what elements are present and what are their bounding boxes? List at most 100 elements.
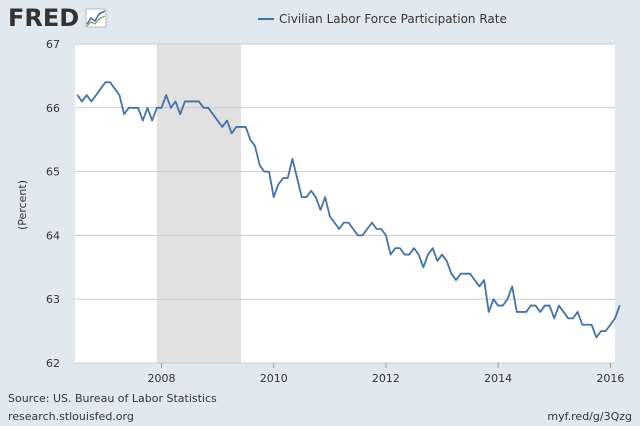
data-point[interactable]	[446, 260, 448, 262]
data-point[interactable]	[464, 273, 467, 275]
data-point[interactable]	[548, 304, 551, 307]
data-point[interactable]	[277, 183, 279, 185]
data-point[interactable]	[81, 100, 83, 103]
data-point[interactable]	[492, 298, 495, 300]
data-point[interactable]	[352, 228, 354, 230]
data-point[interactable]	[338, 228, 340, 230]
data-point[interactable]	[394, 247, 396, 249]
data-point[interactable]	[502, 304, 504, 307]
data-point[interactable]	[202, 107, 205, 109]
data-point[interactable]	[530, 304, 532, 307]
data-point[interactable]	[95, 94, 97, 96]
data-point[interactable]	[361, 234, 364, 236]
data-point[interactable]	[567, 317, 569, 319]
data-point[interactable]	[123, 113, 125, 115]
data-point[interactable]	[165, 94, 167, 96]
data-point[interactable]	[432, 247, 434, 249]
data-point[interactable]	[207, 107, 209, 109]
data-point[interactable]	[614, 317, 616, 319]
site-link[interactable]: research.stlouisfed.org	[8, 410, 134, 423]
data-point[interactable]	[287, 177, 289, 179]
data-point[interactable]	[413, 247, 415, 249]
data-point[interactable]	[259, 164, 261, 166]
data-point[interactable]	[104, 81, 107, 83]
data-point[interactable]	[595, 336, 597, 339]
data-point[interactable]	[118, 94, 121, 96]
legend[interactable]: Civilian Labor Force Participation Rate	[258, 12, 507, 26]
data-point[interactable]	[497, 304, 499, 307]
data-point[interactable]	[100, 88, 102, 90]
data-point[interactable]	[483, 279, 485, 281]
data-point[interactable]	[390, 253, 392, 256]
data-point[interactable]	[86, 94, 88, 96]
data-point[interactable]	[506, 298, 509, 300]
short-url-link[interactable]: myf.red/g/3Qzg	[547, 410, 632, 423]
data-point[interactable]	[586, 324, 588, 326]
data-point[interactable]	[436, 260, 438, 262]
data-point[interactable]	[291, 158, 294, 160]
data-point[interactable]	[333, 222, 336, 224]
data-point[interactable]	[146, 107, 149, 109]
data-point[interactable]	[282, 177, 284, 179]
data-point[interactable]	[366, 228, 368, 230]
data-point[interactable]	[217, 119, 219, 122]
data-point[interactable]	[90, 100, 92, 103]
data-point[interactable]	[572, 317, 574, 319]
data-point[interactable]	[474, 279, 476, 281]
data-point[interactable]	[305, 196, 308, 198]
data-point[interactable]	[469, 273, 471, 275]
data-point[interactable]	[310, 190, 312, 192]
data-point[interactable]	[455, 279, 457, 281]
data-point[interactable]	[553, 317, 555, 319]
data-point[interactable]	[170, 107, 172, 109]
data-point[interactable]	[132, 107, 135, 109]
data-point[interactable]	[511, 285, 513, 288]
data-point[interactable]	[488, 311, 490, 313]
data-point[interactable]	[156, 107, 158, 109]
data-point[interactable]	[240, 126, 242, 128]
data-point[interactable]	[254, 145, 256, 147]
data-point[interactable]	[151, 119, 153, 122]
data-point[interactable]	[347, 222, 350, 224]
data-point[interactable]	[109, 81, 111, 83]
data-point[interactable]	[245, 126, 247, 128]
data-point[interactable]	[478, 285, 481, 288]
data-point[interactable]	[137, 107, 139, 109]
data-point[interactable]	[184, 100, 186, 103]
data-point[interactable]	[562, 311, 565, 313]
data-point[interactable]	[268, 171, 270, 173]
data-point[interactable]	[315, 196, 317, 198]
data-point[interactable]	[427, 253, 429, 256]
data-point[interactable]	[174, 100, 177, 103]
data-point[interactable]	[160, 107, 163, 109]
data-point[interactable]	[605, 330, 607, 332]
data-point[interactable]	[609, 324, 611, 326]
data-point[interactable]	[591, 324, 593, 326]
data-point[interactable]	[235, 126, 237, 128]
data-point[interactable]	[249, 139, 251, 141]
data-point[interactable]	[273, 196, 275, 198]
fred-logo[interactable]: FRED	[8, 4, 107, 32]
data-point[interactable]	[324, 196, 326, 198]
data-point[interactable]	[142, 119, 144, 122]
data-point[interactable]	[441, 253, 443, 256]
data-point[interactable]	[329, 215, 331, 217]
data-point[interactable]	[114, 88, 116, 90]
data-point[interactable]	[128, 107, 130, 109]
data-point[interactable]	[600, 330, 602, 332]
data-point[interactable]	[422, 266, 424, 268]
data-point[interactable]	[619, 304, 621, 307]
data-point[interactable]	[380, 228, 382, 230]
data-point[interactable]	[226, 119, 228, 122]
data-point[interactable]	[408, 253, 410, 256]
data-point[interactable]	[375, 228, 378, 230]
data-point[interactable]	[357, 234, 359, 236]
data-point[interactable]	[558, 304, 560, 307]
data-point[interactable]	[544, 304, 546, 307]
data-point[interactable]	[301, 196, 303, 198]
data-point[interactable]	[460, 273, 462, 275]
data-point[interactable]	[212, 113, 214, 115]
data-point[interactable]	[371, 222, 373, 224]
data-point[interactable]	[188, 100, 191, 103]
data-point[interactable]	[399, 247, 401, 249]
